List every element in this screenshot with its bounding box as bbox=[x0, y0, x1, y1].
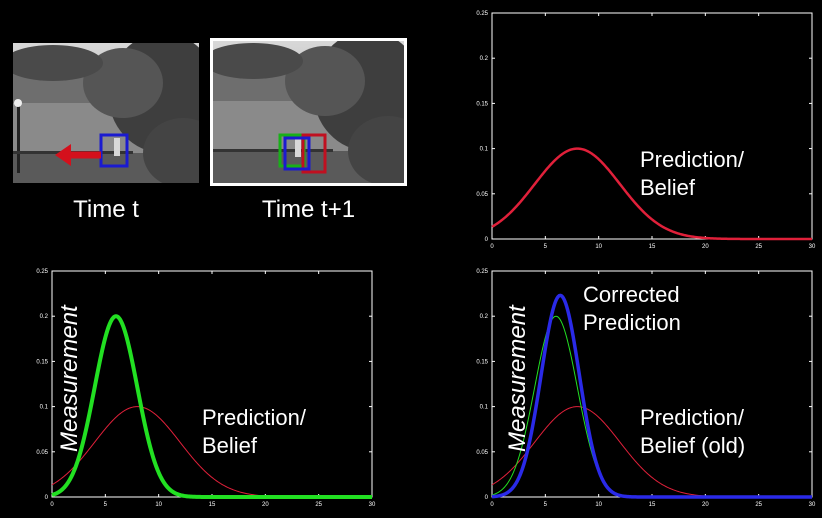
y-tick-label: 0.2 bbox=[480, 314, 489, 320]
x-tick-label: 10 bbox=[595, 244, 602, 250]
prediction-label-line1: Prediction/ bbox=[202, 405, 306, 430]
x-tick-label: 15 bbox=[649, 502, 656, 508]
prediction-label-line2: Belief bbox=[640, 175, 696, 200]
corrected-prediction-label: Corrected Prediction bbox=[583, 281, 681, 337]
y-tick-label: 0 bbox=[485, 237, 489, 243]
y-tick-label: 0.15 bbox=[476, 359, 488, 365]
y-tick-label: 0.05 bbox=[476, 450, 488, 456]
x-tick-label: 25 bbox=[755, 502, 762, 508]
y-tick-label: 0.25 bbox=[476, 11, 488, 17]
x-tick-label: 25 bbox=[755, 244, 762, 250]
prediction-curve bbox=[491, 147, 813, 241]
prediction-label-line1: Prediction/ bbox=[640, 405, 744, 430]
park-scene-image bbox=[13, 43, 199, 183]
x-tick-label: 30 bbox=[369, 502, 376, 508]
x-tick-label: 15 bbox=[649, 244, 656, 250]
y-tick-label: 0 bbox=[45, 495, 49, 501]
measurement-curve bbox=[51, 314, 373, 499]
chart-bottom-left: 0 5 10 15 20 25 30 0 0.05 0.1 0.15 0.2 0.25 bbox=[22, 262, 382, 518]
plot-frame bbox=[491, 270, 813, 498]
chart-bottom-right: 0 5 10 15 20 25 30 0 0.05 0.1 0.15 0.2 0.25 bbox=[462, 262, 822, 518]
prediction-label-bottom-right: Prediction/ Belief (old) bbox=[640, 404, 745, 460]
x-tick-label: 20 bbox=[702, 244, 709, 250]
y-tick-label: 0.1 bbox=[480, 147, 489, 153]
x-tick-label: 5 bbox=[104, 502, 108, 508]
corrected-curve bbox=[491, 293, 813, 499]
x-tick-label: 25 bbox=[315, 502, 322, 508]
prediction-label-line1: Prediction/ bbox=[640, 147, 744, 172]
arrow-head bbox=[55, 144, 71, 166]
x-tick-label: 0 bbox=[490, 502, 494, 508]
x-tick-label: 20 bbox=[702, 502, 709, 508]
plot-frame bbox=[491, 12, 813, 240]
y-tick-label: 0.1 bbox=[40, 405, 49, 411]
y-tick-label: 0.1 bbox=[480, 405, 489, 411]
tracking-box-blue bbox=[99, 133, 129, 168]
plot-frame bbox=[51, 270, 373, 498]
x-tick-label: 30 bbox=[809, 502, 816, 508]
prediction-label-line2: Belief (old) bbox=[640, 433, 746, 458]
prediction-label-top: Prediction/ Belief bbox=[640, 146, 744, 202]
photo-time-t1 bbox=[210, 38, 407, 186]
y-tick-label: 0.25 bbox=[476, 269, 488, 275]
tracking-box-blue bbox=[283, 136, 311, 171]
y-tick-label: 0.15 bbox=[476, 101, 488, 107]
y-tick-label: 0.05 bbox=[476, 192, 488, 198]
y-tick-label: 0 bbox=[485, 495, 489, 501]
x-tick-label: 15 bbox=[209, 502, 216, 508]
x-tick-label: 20 bbox=[262, 502, 269, 508]
x-tick-label: 0 bbox=[490, 244, 494, 250]
prediction-label-line2: Belief bbox=[202, 433, 258, 458]
y-tick-label: 0.2 bbox=[40, 314, 49, 320]
y-tick-label: 0.05 bbox=[36, 450, 48, 456]
x-tick-label: 10 bbox=[595, 502, 602, 508]
corrected-label-line2: Prediction bbox=[583, 310, 681, 335]
park-scene-image-next bbox=[213, 41, 404, 183]
y-tick-label: 0.15 bbox=[36, 359, 48, 365]
y-tick-label: 0.2 bbox=[480, 56, 489, 62]
y-tick-label: 0.25 bbox=[36, 269, 48, 275]
x-tick-label: 10 bbox=[155, 502, 162, 508]
prediction-label-bottom-left: Prediction/ Belief bbox=[202, 404, 306, 460]
x-tick-label: 5 bbox=[544, 244, 548, 250]
measurement-label-left: Measurement bbox=[56, 305, 83, 452]
x-tick-label: 0 bbox=[50, 502, 54, 508]
photo-time-t bbox=[10, 40, 202, 186]
chart-top-right: 0 5 10 15 20 25 30 0 0.05 0.1 0.15 0.2 0.25 bbox=[462, 0, 822, 250]
x-tick-label: 5 bbox=[544, 502, 548, 508]
caption-time-t: Time t bbox=[73, 196, 139, 223]
caption-time-t1: Time t+1 bbox=[261, 196, 356, 223]
measurement-label-right: Measurement bbox=[504, 305, 531, 452]
corrected-label-line1: Corrected bbox=[583, 282, 680, 307]
tracking-box-red bbox=[301, 133, 327, 174]
x-tick-label: 30 bbox=[809, 244, 816, 250]
